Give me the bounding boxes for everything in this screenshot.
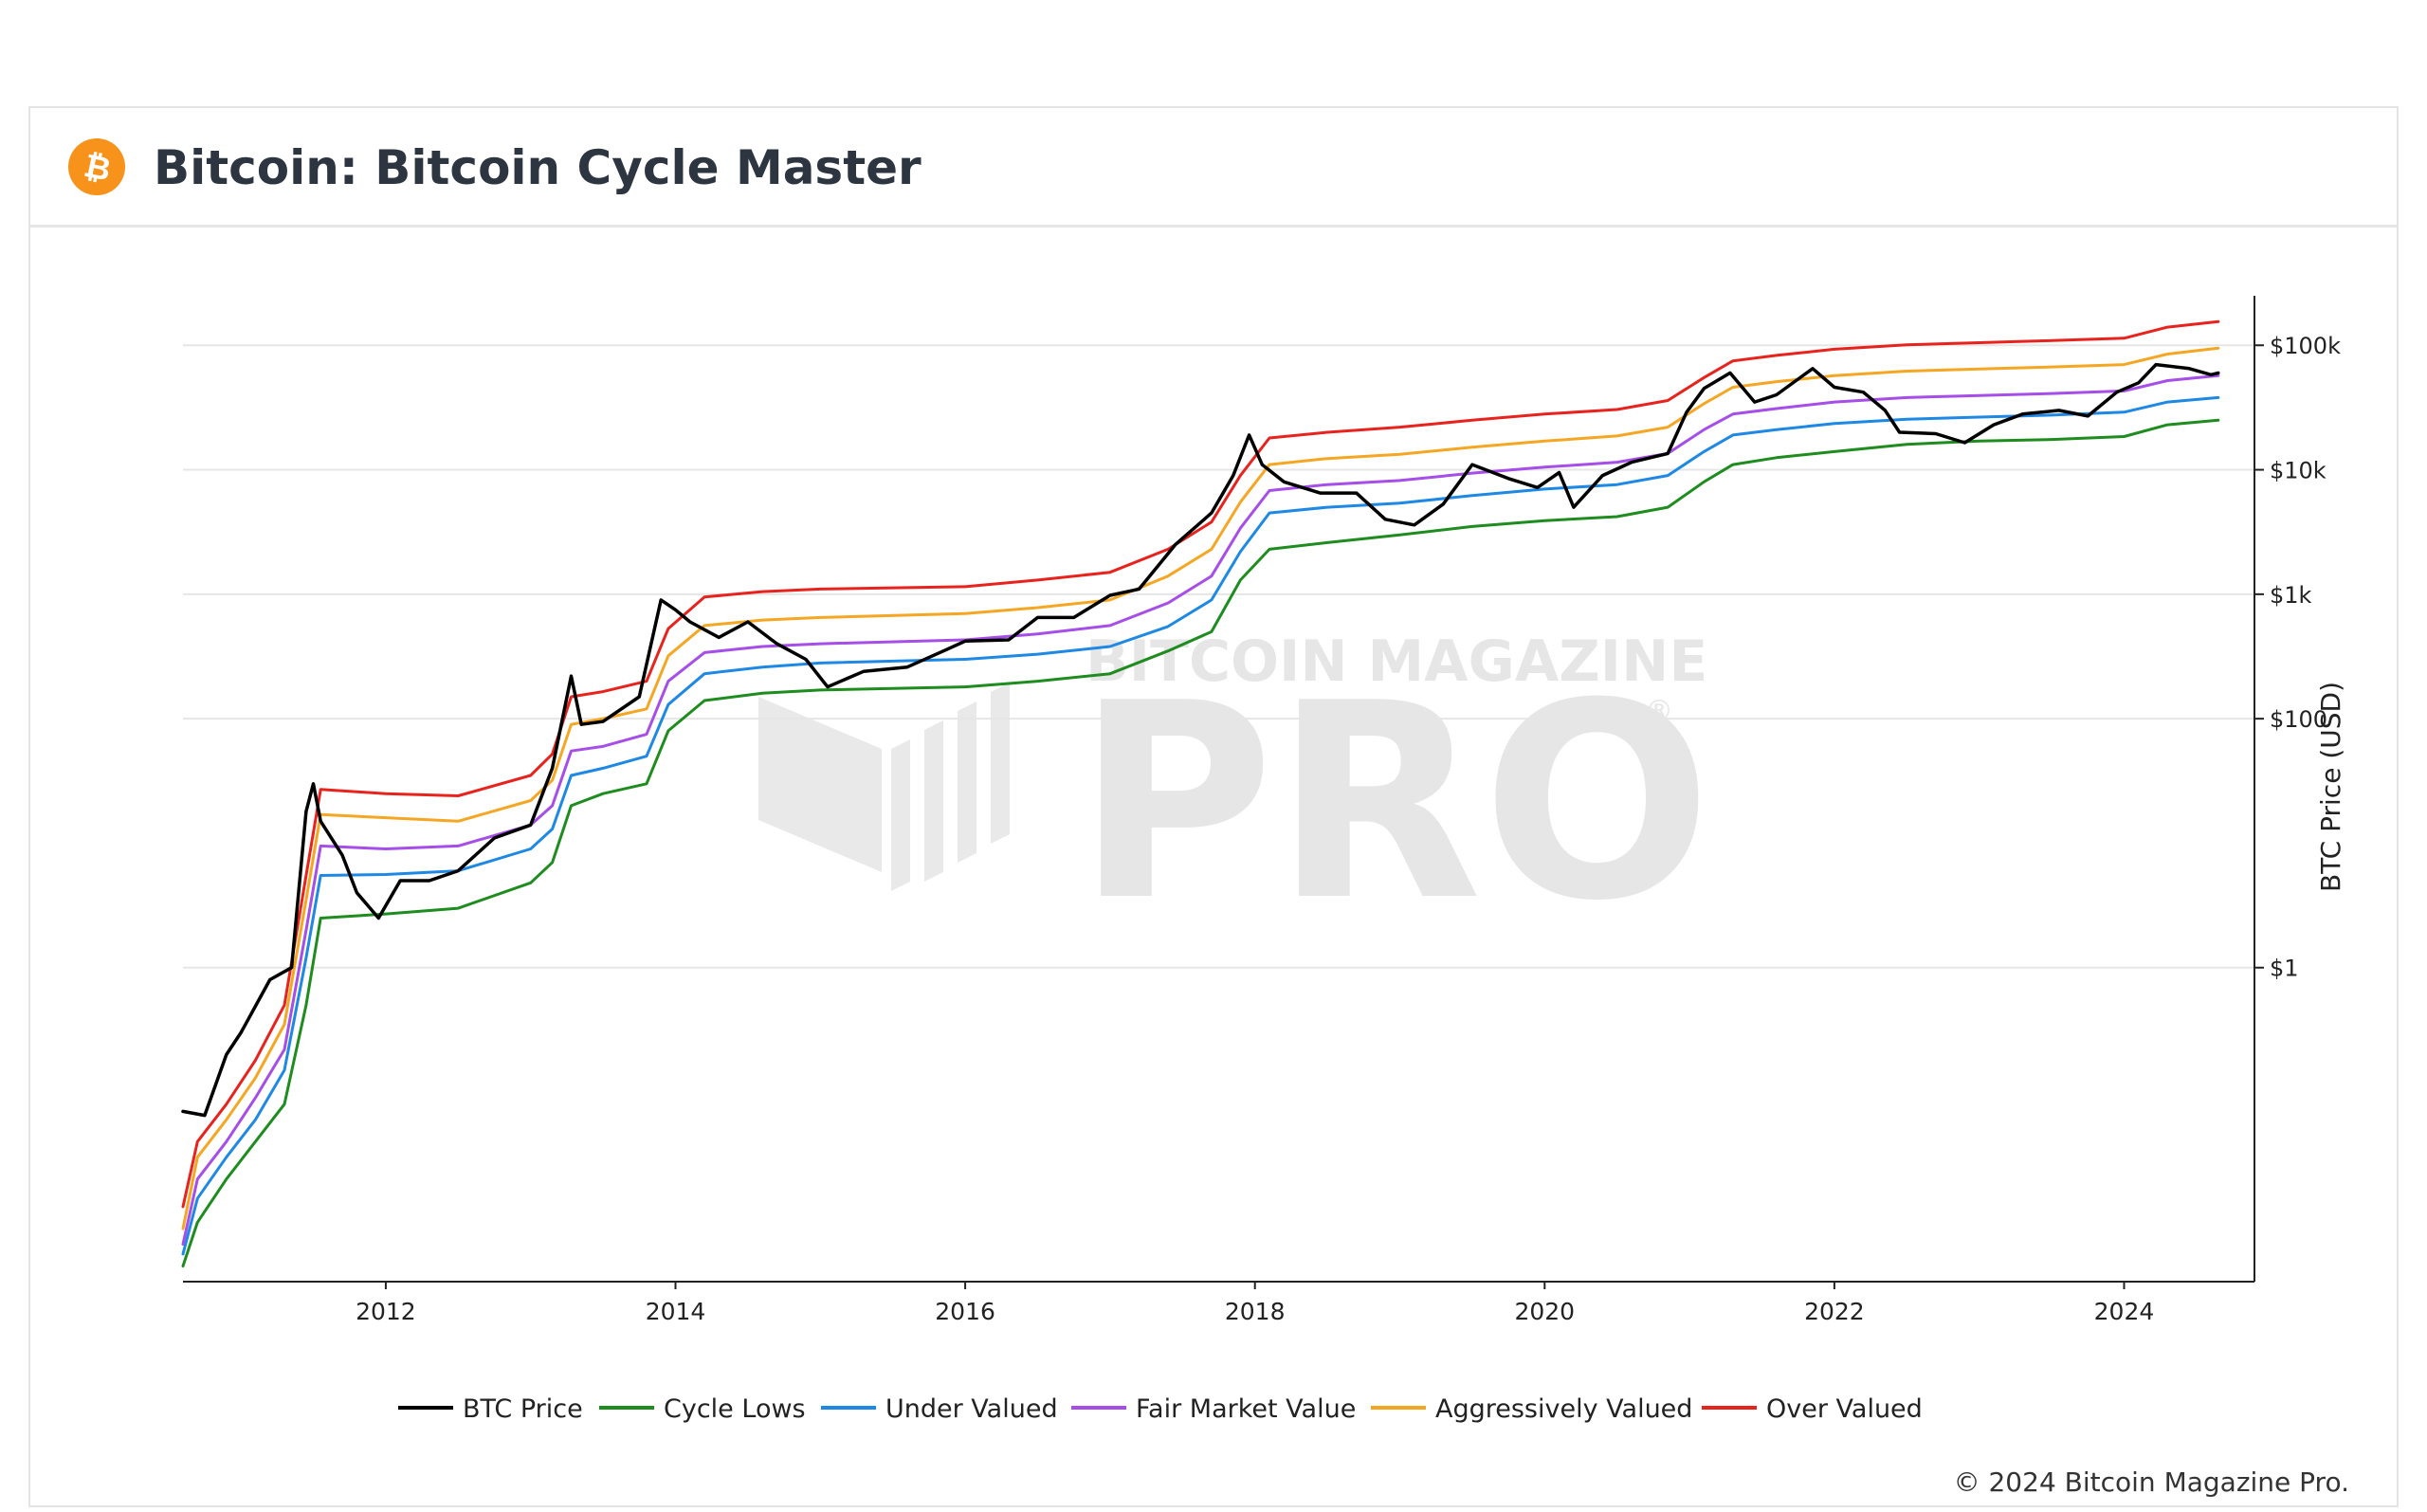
- legend-label: Fair Market Value: [1136, 1394, 1356, 1424]
- watermark-line2: PRO: [1076, 646, 1712, 960]
- legend-label: Over Valued: [1766, 1394, 1923, 1424]
- y-tick-label: $10k: [2270, 458, 2327, 484]
- x-tick-label: 2014: [646, 1298, 706, 1325]
- watermark-line1: BITCOIN MAGAZINE: [1086, 628, 1707, 695]
- legend-item-btc-price[interactable]: BTC Price: [398, 1394, 583, 1424]
- legend-label: Cycle Lows: [664, 1394, 806, 1424]
- legend-item-over-valued[interactable]: Over Valued: [1702, 1394, 1923, 1424]
- x-tick-label: 2012: [356, 1298, 416, 1325]
- legend-label: BTC Price: [463, 1394, 583, 1424]
- card-header: ₿ Bitcoin: Bitcoin Cycle Master: [30, 108, 2397, 228]
- page-title: Bitcoin: Bitcoin Cycle Master: [154, 140, 922, 195]
- legend: BTC Price Cycle Lows Under Valued Fair Mark…: [398, 1394, 1923, 1424]
- y-tick-label: $1k: [2270, 582, 2312, 609]
- series-line-over-valued: [181, 319, 2220, 1209]
- series-line-under-valued: [181, 395, 2220, 1256]
- y-tick-label: $1: [2270, 956, 2299, 982]
- copyright-text: © 2024 Bitcoin Magazine Pro.: [1953, 1466, 2349, 1498]
- bitcoin-logo-icon: ₿: [68, 138, 125, 195]
- y-tick-label: $100: [2270, 706, 2327, 733]
- watermark-registered-mark: ®: [1645, 695, 1673, 728]
- series-line-cycle-lows: [181, 418, 2220, 1268]
- legend-item-fair-market-value[interactable]: Fair Market Value: [1071, 1394, 1356, 1424]
- y-axis-title: BTC Price (USD): [2315, 682, 2346, 892]
- legend-label: Under Valued: [885, 1394, 1058, 1424]
- legend-label: Aggressively Valued: [1435, 1394, 1692, 1424]
- x-tick-label: 2018: [1225, 1298, 1286, 1325]
- legend-item-under-valued[interactable]: Under Valued: [821, 1394, 1058, 1424]
- x-tick-label: 2024: [2094, 1298, 2155, 1325]
- series-lines: [181, 319, 2220, 1268]
- legend-item-cycle-lows[interactable]: Cycle Lows: [599, 1394, 806, 1424]
- watermark-logo-icon: [758, 683, 1010, 891]
- legend-item-aggressively-valued[interactable]: Aggressively Valued: [1371, 1394, 1692, 1424]
- x-tick-label: 2016: [935, 1298, 995, 1325]
- chart-card: ₿ Bitcoin: Bitcoin Cycle Master © 2024 B…: [28, 106, 2399, 1507]
- y-tick-label: $100k: [2270, 333, 2341, 359]
- watermark: BITCOIN MAGAZINE PRO ®: [758, 628, 1712, 960]
- x-tick-label: 2022: [1804, 1298, 1865, 1325]
- series-line-fair-market-value: [181, 373, 2220, 1246]
- axes: $1 $100 $1k $10k $100k 2012 2014 2016 2018 2020 20…: [183, 296, 2341, 1325]
- x-tick-label: 2020: [1514, 1298, 1575, 1325]
- series-line-btc-price: [181, 362, 2220, 1118]
